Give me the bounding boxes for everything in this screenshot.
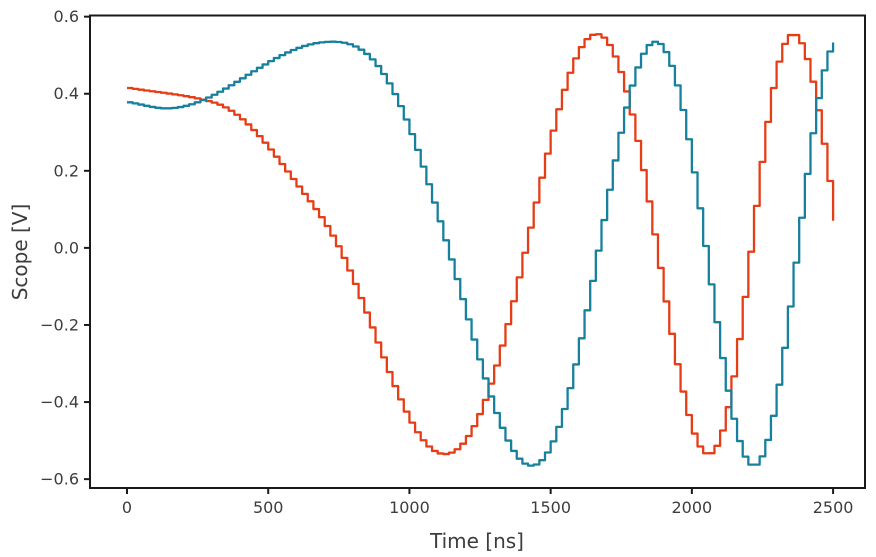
channel-2-teal-trace bbox=[127, 40, 835, 467]
x-tick-label: 0 bbox=[122, 498, 132, 517]
y-axis-label: Scope [V] bbox=[8, 204, 32, 301]
x-tick-label: 1000 bbox=[389, 498, 430, 517]
y-tick-label: −0.4 bbox=[40, 393, 79, 412]
x-tick-label: 1500 bbox=[530, 498, 571, 517]
x-tick-label: 2000 bbox=[672, 498, 713, 517]
y-tick-label: 0.0 bbox=[54, 238, 79, 257]
y-tick-label: −0.2 bbox=[40, 315, 79, 334]
axis-ticks: 0 500 1000 1500 2000 2500 −0.6 −0.4 −0.2 0.0 0.2 0.… bbox=[40, 7, 853, 517]
y-tick-label: 0.4 bbox=[54, 84, 79, 103]
channel-1-red-trace bbox=[127, 33, 835, 456]
waveform-traces bbox=[127, 33, 835, 467]
y-tick-label: −0.6 bbox=[40, 470, 79, 489]
y-tick-label: 0.6 bbox=[54, 7, 79, 26]
axes-spines bbox=[89, 14, 866, 489]
x-tick-label: 500 bbox=[253, 498, 284, 517]
y-tick-label: 0.2 bbox=[54, 161, 79, 180]
x-tick-label: 2500 bbox=[813, 498, 854, 517]
x-axis-label: Time [ns] bbox=[429, 529, 524, 553]
